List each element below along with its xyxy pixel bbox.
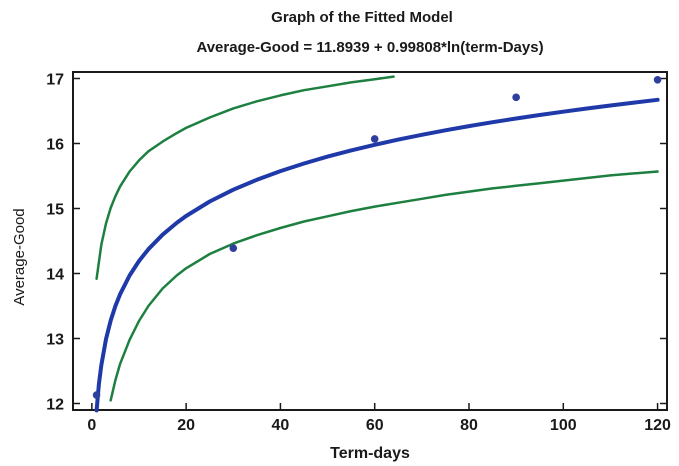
y-tick-label: 17 — [46, 72, 64, 89]
y-tick-label: 16 — [46, 137, 64, 154]
x-tick-label: 40 — [272, 417, 290, 434]
x-tick-label: 60 — [366, 417, 384, 434]
y-axis: 12 13 14 15 16 17 — [46, 72, 667, 414]
observed-point — [370, 135, 379, 143]
y-tick-label: 15 — [46, 202, 64, 219]
x-tick-label: 100 — [550, 417, 577, 434]
y-tick-label: 12 — [46, 397, 64, 414]
series-layer — [92, 75, 662, 413]
chart-title: Graph of the Fitted Model — [271, 9, 453, 26]
observed-point — [653, 76, 662, 84]
x-tick-label: 120 — [644, 417, 671, 434]
x-tick-label: 20 — [177, 417, 195, 434]
x-tick-label: 0 — [87, 417, 96, 434]
lower-limit-line — [109, 170, 659, 402]
y-tick-label: 13 — [46, 332, 64, 349]
x-axis: 0 20 40 60 80 100 120 — [87, 403, 671, 434]
x-axis-label: Term-days — [330, 445, 410, 462]
observed-point — [512, 93, 520, 102]
plot-area — [72, 71, 668, 411]
observed-point — [92, 391, 101, 399]
y-tick-label: 14 — [46, 267, 64, 284]
observed-point — [229, 244, 238, 252]
fitted-line — [94, 97, 660, 413]
chart-subtitle: Average-Good = 11.8939 + 0.99808*ln(term… — [196, 39, 543, 56]
upper-limit-line — [95, 75, 395, 280]
y-axis-label: Average-Good — [11, 208, 28, 305]
x-tick-label: 80 — [460, 417, 478, 434]
